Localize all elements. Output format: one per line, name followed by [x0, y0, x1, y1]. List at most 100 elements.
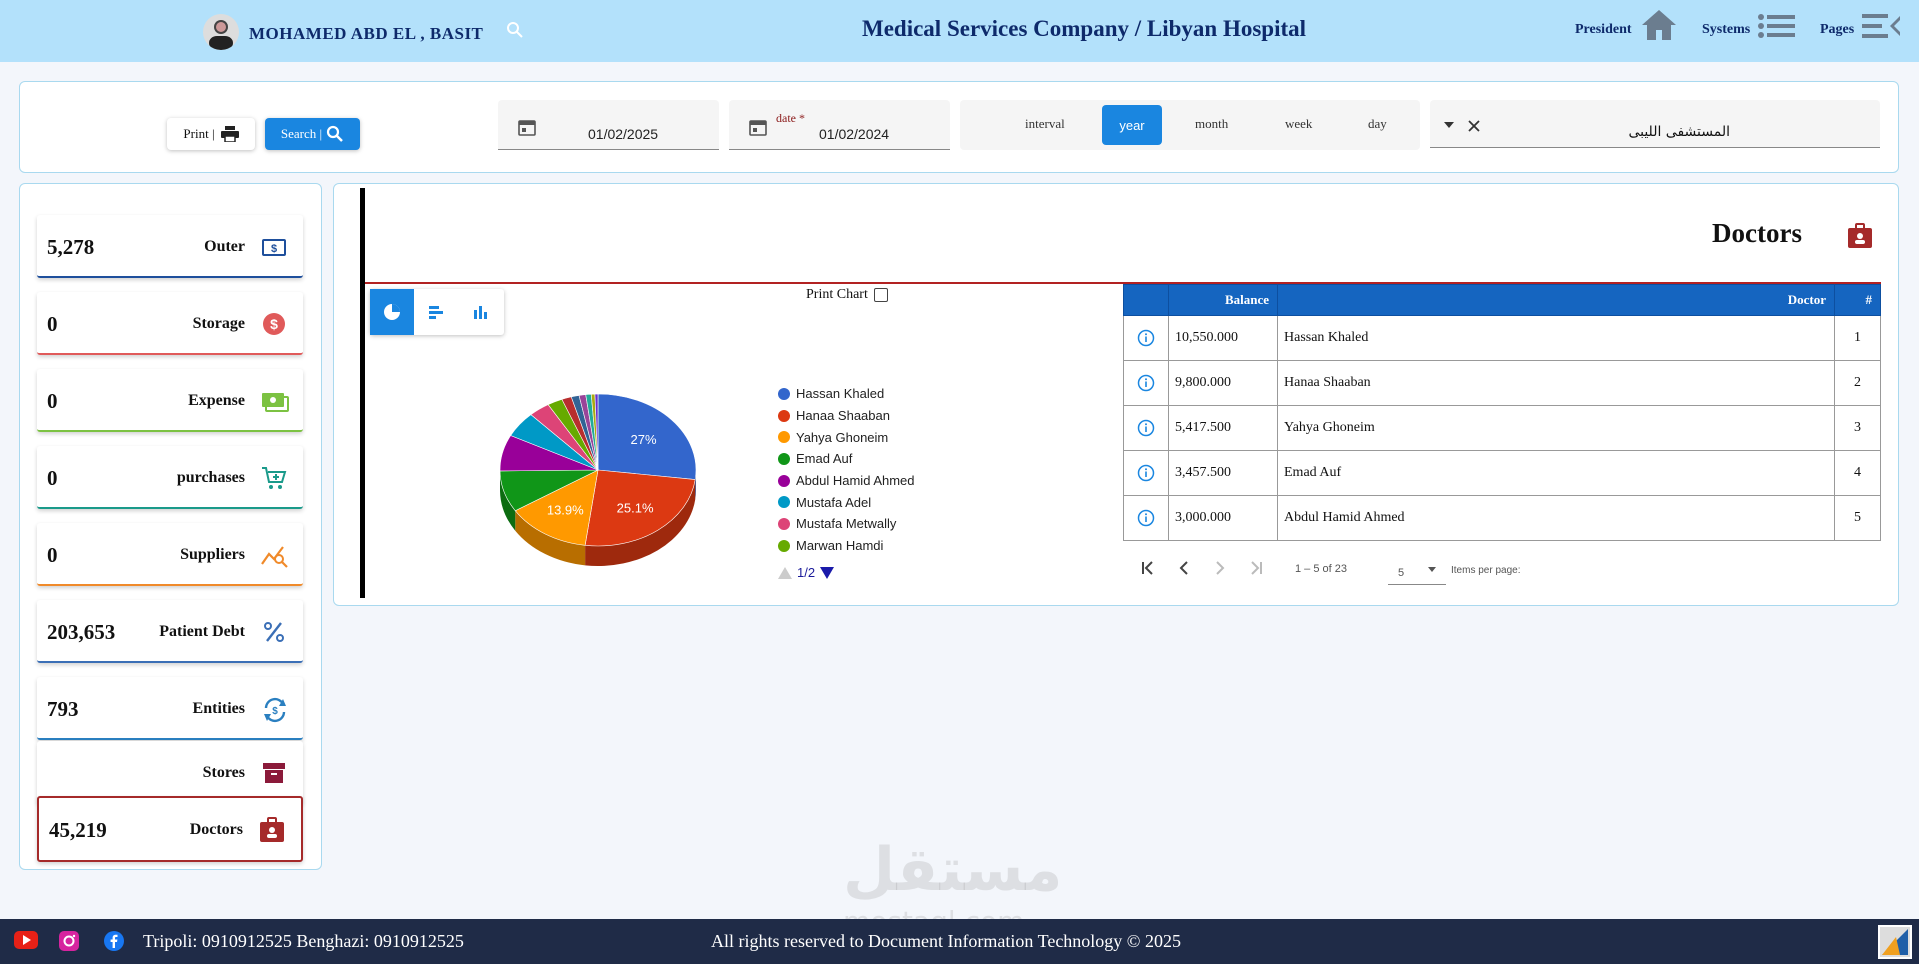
- page-size-select[interactable]: 5: [1388, 553, 1446, 585]
- facebook-icon[interactable]: [104, 931, 124, 951]
- search-label: Search |: [280, 126, 323, 141]
- chevron-down-icon[interactable]: [1444, 122, 1454, 128]
- info-icon[interactable]: [1130, 419, 1162, 437]
- interval-option-day[interactable]: day: [1368, 116, 1387, 131]
- first-page-icon[interactable]: [1139, 559, 1157, 577]
- hospital-select[interactable]: المستشفى الليبى: [1430, 100, 1880, 148]
- table-header-row: Balance Doctor #: [1123, 284, 1881, 316]
- doctor-cell: Abdul Hamid Ahmed: [1277, 495, 1835, 541]
- info-column-header: [1123, 284, 1169, 316]
- nav-president[interactable]: President: [1575, 22, 1632, 37]
- stat-card-purchases[interactable]: 0 purchases: [37, 446, 303, 509]
- date-from-field[interactable]: date * 01/02/2024: [729, 100, 950, 150]
- stat-card-doctors[interactable]: 45,219 Doctors: [37, 796, 303, 862]
- print-chart-checkbox[interactable]: [873, 288, 888, 302]
- doctor-cell: Hassan Khaled: [1277, 315, 1835, 361]
- exchange-icon: $: [261, 696, 287, 723]
- last-page-icon[interactable]: [1247, 559, 1265, 577]
- nav-pages[interactable]: Pages: [1820, 22, 1855, 37]
- info-cell: [1123, 450, 1169, 496]
- search-button[interactable]: Search |: [265, 118, 360, 150]
- stat-card-stores[interactable]: Stores: [37, 741, 303, 804]
- pie-slice-side: [515, 510, 586, 566]
- search-icon[interactable]: [505, 20, 527, 42]
- chevron-down-icon[interactable]: [820, 566, 835, 579]
- legend-item[interactable]: Emad Auf: [778, 448, 915, 470]
- stat-value: 793: [47, 697, 79, 721]
- company-logo: [1878, 925, 1912, 959]
- index-cell: 2: [1834, 360, 1881, 406]
- stat-card-outer[interactable]: 5,278 Outer $: [37, 215, 303, 278]
- doctor-column-header[interactable]: Doctor: [1277, 284, 1835, 316]
- prev-page-icon[interactable]: [1175, 559, 1193, 577]
- legend-item[interactable]: Hanaa Shaaban: [778, 405, 915, 427]
- legend-item[interactable]: Mustafa Metwally: [778, 513, 915, 535]
- index-column-header[interactable]: #: [1834, 284, 1881, 316]
- stat-card-suppliers[interactable]: 0 Suppliers: [37, 523, 303, 586]
- print-button[interactable]: Print |: [167, 118, 255, 150]
- svg-text:$: $: [272, 706, 278, 717]
- pie-chart: 27% 25.1% 13.9%: [499, 393, 697, 566]
- menu-icon[interactable]: [1862, 12, 1902, 45]
- nav-systems[interactable]: Systems: [1702, 22, 1751, 37]
- bar-chart-horizontal-tab[interactable]: [414, 289, 458, 335]
- doctor-cell: Emad Auf: [1277, 450, 1835, 496]
- stat-value: 5,278: [47, 235, 95, 259]
- legend-item[interactable]: Yahya Ghoneim: [778, 426, 915, 448]
- legend-swatch: [778, 431, 790, 444]
- bar-chart-vertical-tab[interactable]: [458, 289, 502, 335]
- legend-label: Emad Auf: [796, 451, 853, 467]
- stat-value: 45,219: [49, 818, 107, 842]
- legend-page: 1/2: [797, 565, 816, 580]
- pie-slice[interactable]: [514, 469, 599, 546]
- legend-item[interactable]: Marwan Hamdi: [778, 535, 915, 557]
- chevron-up-icon[interactable]: [778, 566, 792, 579]
- info-icon[interactable]: [1130, 509, 1162, 527]
- interval-option-month[interactable]: month: [1195, 116, 1229, 131]
- interval-option-week[interactable]: week: [1285, 116, 1313, 131]
- table-row: 3,000.000 Abdul Hamid Ahmed 5: [1123, 495, 1881, 541]
- interval-option-interval[interactable]: interval: [1025, 116, 1065, 131]
- info-icon[interactable]: [1130, 374, 1162, 392]
- stat-label: Entities: [192, 700, 245, 717]
- stat-card-entities[interactable]: 793 Entities $: [37, 677, 303, 740]
- legend-item[interactable]: Hassan Khaled: [778, 383, 915, 405]
- stat-label: purchases: [176, 469, 245, 486]
- section-divider: [365, 282, 1881, 284]
- date-to-field[interactable]: 01/02/2025: [498, 100, 719, 150]
- date-from-label: date *: [776, 111, 805, 125]
- close-icon[interactable]: [1468, 120, 1480, 132]
- stat-label: Storage: [192, 315, 245, 332]
- legend-item[interactable]: Abdul Hamid Ahmed: [778, 470, 915, 492]
- stat-card-patient-debt[interactable]: 203,653 Patient Debt: [37, 600, 303, 663]
- pie-chart-tab[interactable]: [370, 289, 414, 335]
- stat-value: 203,653: [47, 620, 116, 644]
- instagram-icon[interactable]: [59, 931, 79, 951]
- pie-slice[interactable]: [597, 393, 697, 480]
- stat-card-expense[interactable]: 0 Expense: [37, 369, 303, 432]
- avatar[interactable]: [203, 14, 239, 50]
- home-icon[interactable]: [1640, 8, 1678, 47]
- info-cell: [1123, 495, 1169, 541]
- legend-swatch: [778, 452, 790, 465]
- legend-swatch: [778, 496, 790, 509]
- legend-label: Abdul Hamid Ahmed: [796, 473, 915, 489]
- index-cell: 3: [1834, 405, 1881, 451]
- list-icon[interactable]: [1757, 14, 1797, 43]
- date-from-value: 01/02/2024: [819, 126, 890, 142]
- calendar-icon[interactable]: [518, 118, 536, 136]
- search-icon: [327, 125, 343, 142]
- hospital-value: المستشفى الليبى: [1628, 124, 1730, 140]
- printer-icon: [220, 126, 239, 142]
- legend-item[interactable]: Mustafa Adel: [778, 491, 915, 513]
- next-page-icon[interactable]: [1211, 559, 1229, 577]
- info-icon[interactable]: [1130, 464, 1162, 482]
- stat-card-storage[interactable]: 0 Storage $: [37, 292, 303, 355]
- interval-option-year[interactable]: year: [1102, 105, 1162, 145]
- pie-slice[interactable]: [584, 469, 696, 547]
- info-icon[interactable]: [1130, 329, 1162, 347]
- youtube-icon[interactable]: [14, 931, 38, 949]
- pie-slice[interactable]: [594, 393, 599, 471]
- calendar-icon[interactable]: [749, 118, 767, 136]
- balance-column-header[interactable]: Balance: [1168, 284, 1278, 316]
